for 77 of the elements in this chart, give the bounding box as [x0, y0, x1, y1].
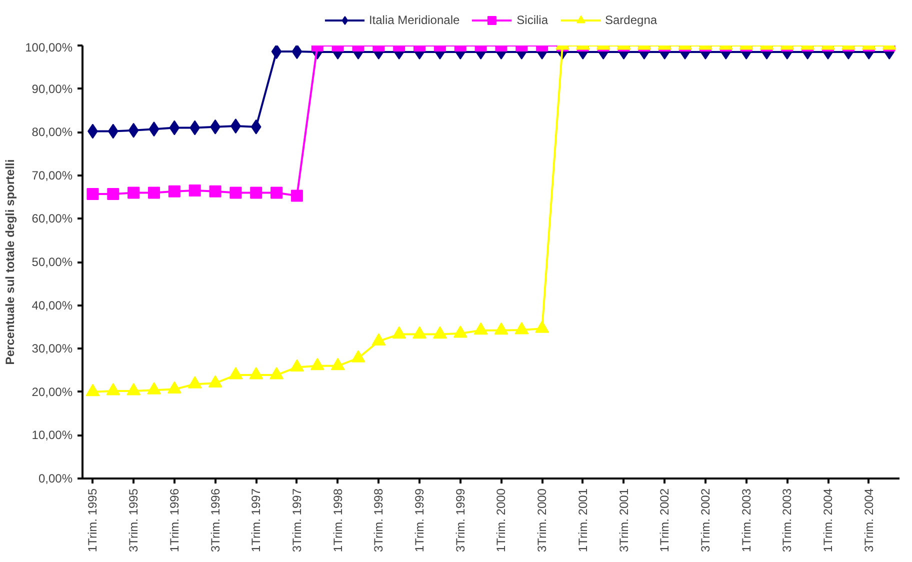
x-tick-label: 3Trim. 2000 — [535, 488, 550, 552]
x-tick-label: 1Trim. 2004 — [821, 488, 836, 552]
y-tick-label: 20,00% — [32, 384, 73, 399]
y-tick-label: 90,00% — [32, 82, 73, 96]
x-tick-label: 1Trim. 2000 — [494, 488, 508, 552]
y-tick-label: 100,00% — [25, 40, 73, 54]
x-tick-label: 1Trim. 2003 — [739, 488, 754, 552]
point — [128, 122, 139, 138]
point — [107, 188, 120, 200]
point — [188, 184, 201, 197]
point — [372, 333, 386, 346]
point — [292, 46, 302, 60]
y-tick-label: 70,00% — [32, 168, 73, 182]
legend-label: Italia Meridionale — [368, 13, 460, 27]
x-tick-label: 1Trim. 2002 — [658, 488, 672, 552]
point — [108, 124, 118, 139]
point — [146, 382, 161, 394]
x-tick-label: 3Trim. 1996 — [208, 488, 222, 552]
point — [290, 359, 304, 372]
point — [453, 325, 468, 338]
y-tick-label: 10,00% — [32, 428, 73, 442]
x-tick-label: 1Trim. 1997 — [249, 488, 264, 552]
point — [168, 185, 180, 198]
y-axis-title: Percentuale sul totale degli sportelli — [3, 159, 18, 365]
point — [514, 322, 529, 334]
point — [86, 188, 99, 200]
point — [148, 122, 160, 137]
x-tick-label: 1Trim. 1996 — [167, 488, 182, 552]
y-tick-label: 80,00% — [32, 125, 73, 140]
x-tick-label: 1Trim. 1999 — [412, 488, 427, 552]
y-tick-label: 50,00% — [32, 255, 73, 269]
point — [351, 350, 366, 362]
x-tick-label: 3Trim. 1999 — [453, 488, 468, 552]
point — [86, 384, 100, 396]
x-tick-label: 3Trim. 2003 — [780, 488, 794, 552]
point — [208, 375, 222, 388]
point — [250, 186, 262, 199]
x-tick-label: 1Trim. 1995 — [86, 488, 100, 552]
point — [249, 367, 264, 380]
point — [148, 186, 160, 199]
y-tick-label: 0,00% — [38, 472, 73, 486]
point — [230, 186, 242, 199]
y-tick-label: 30,00% — [32, 342, 73, 356]
point — [310, 358, 324, 370]
x-tick-label: 3Trim. 1995 — [126, 488, 141, 552]
point — [412, 326, 427, 339]
x-tick-label: 1Trim. 2001 — [576, 488, 590, 552]
x-tick-label: 3Trim. 1998 — [372, 488, 386, 552]
point — [228, 367, 243, 380]
point — [330, 358, 345, 370]
point — [290, 190, 303, 202]
x-tick-label: 3Trim. 2004 — [862, 488, 876, 552]
point — [190, 120, 200, 136]
point — [535, 320, 550, 333]
legend-label: Sicilia — [516, 13, 548, 27]
point — [167, 381, 182, 394]
point — [271, 46, 282, 60]
point — [432, 326, 447, 339]
legend-label: Sardegna — [605, 13, 658, 27]
point — [128, 186, 140, 199]
x-tick-label: 3Trim. 1997 — [290, 488, 304, 552]
point — [169, 120, 180, 136]
point — [188, 376, 202, 388]
x-tick-label: 3Trim. 2001 — [616, 488, 631, 552]
point — [106, 383, 120, 396]
point — [494, 322, 508, 335]
x-tick-label: 3Trim. 2002 — [698, 488, 712, 552]
point — [250, 119, 262, 134]
y-tick-label: 60,00% — [32, 212, 73, 226]
point — [270, 186, 283, 199]
point — [474, 322, 488, 335]
point — [392, 326, 406, 339]
point — [126, 383, 141, 396]
point — [270, 367, 284, 380]
point — [209, 185, 222, 198]
x-tick-label: 1Trim. 1998 — [330, 488, 345, 552]
y-tick-label: 40,00% — [32, 298, 73, 312]
